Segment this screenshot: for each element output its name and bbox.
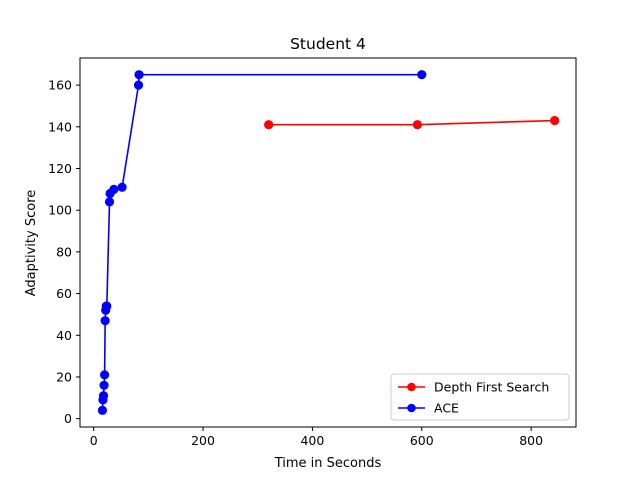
- y-tick-label: 120: [48, 161, 72, 176]
- x-tick-label: 200: [191, 433, 215, 448]
- x-tick-label: 600: [410, 433, 434, 448]
- data-point-ace: [100, 316, 110, 326]
- y-tick-label: 40: [56, 328, 72, 343]
- x-axis-label: Time in Seconds: [274, 456, 382, 471]
- data-point-ace: [117, 182, 127, 192]
- y-tick-label: 140: [48, 119, 72, 134]
- data-point-ace: [98, 391, 109, 401]
- y-tick-label: 20: [56, 369, 72, 384]
- x-tick-label: 400: [300, 433, 324, 448]
- legend-label-depth-first-search: Depth First Search: [434, 380, 549, 395]
- y-tick-label: 60: [56, 286, 72, 301]
- legend: Depth First Search ACE: [390, 373, 570, 421]
- legend-box: [390, 373, 570, 421]
- y-tick-label: 100: [48, 203, 72, 218]
- plot-frame: [79, 57, 577, 428]
- x-tick-label: 800: [519, 433, 543, 448]
- chart-title: Student 4: [290, 35, 366, 53]
- y-tick-label: 160: [48, 78, 72, 93]
- series-layer: [97, 70, 560, 415]
- legend-label-ace: ACE: [434, 401, 459, 416]
- data-point-ace: [99, 380, 109, 390]
- plot-area: 0 200 400 600 800 0 20 40 60 80 100 120 140 160: [48, 57, 577, 448]
- data-point-ace: [417, 70, 427, 80]
- y-axis-label: Adaptivity Score: [24, 190, 39, 296]
- data-point-ace: [100, 370, 110, 380]
- y-tick-label: 0: [64, 411, 72, 426]
- x-tick-label: 0: [90, 433, 98, 448]
- data-point-depth-first-search: [550, 115, 560, 126]
- legend-marker-depth-first-search: [407, 382, 416, 392]
- data-point-ace: [133, 80, 144, 90]
- data-point-depth-first-search: [264, 120, 274, 130]
- data-point-ace: [104, 197, 115, 207]
- data-point-ace: [109, 184, 119, 194]
- y-tick-label: 80: [56, 244, 72, 259]
- data-point-ace: [134, 70, 144, 80]
- data-point-ace: [102, 301, 112, 311]
- legend-marker-ace: [407, 403, 416, 413]
- data-point-ace: [97, 405, 108, 415]
- data-point-depth-first-search: [412, 120, 423, 130]
